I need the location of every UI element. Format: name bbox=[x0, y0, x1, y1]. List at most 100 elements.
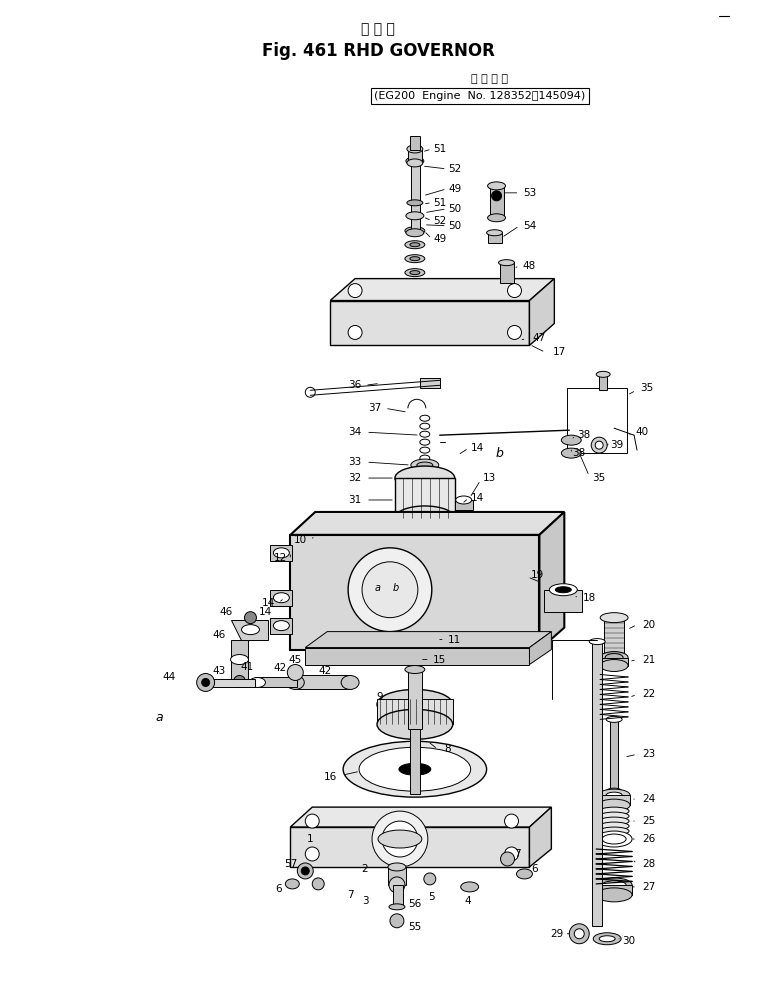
Circle shape bbox=[305, 387, 315, 397]
Ellipse shape bbox=[488, 182, 506, 190]
Bar bbox=[255, 678, 298, 688]
Text: 14: 14 bbox=[262, 598, 275, 608]
Bar bbox=[270, 544, 292, 561]
Ellipse shape bbox=[593, 933, 621, 945]
Ellipse shape bbox=[487, 230, 503, 236]
Text: 43: 43 bbox=[212, 667, 226, 677]
Text: a: a bbox=[375, 583, 381, 593]
Bar bbox=[544, 590, 582, 612]
Ellipse shape bbox=[606, 716, 622, 722]
Text: 34: 34 bbox=[348, 427, 362, 437]
Text: 37: 37 bbox=[369, 403, 382, 413]
Text: 35: 35 bbox=[593, 473, 606, 483]
Text: 9: 9 bbox=[377, 693, 383, 702]
Bar bbox=[455, 500, 472, 510]
Ellipse shape bbox=[550, 584, 578, 596]
Circle shape bbox=[197, 674, 214, 692]
Ellipse shape bbox=[377, 690, 453, 719]
Bar bbox=[270, 618, 292, 633]
Bar bbox=[490, 186, 503, 217]
Ellipse shape bbox=[600, 812, 629, 820]
Text: 42: 42 bbox=[319, 667, 332, 677]
Bar bbox=[610, 719, 618, 791]
Ellipse shape bbox=[405, 241, 425, 249]
Ellipse shape bbox=[488, 213, 506, 221]
Text: 53: 53 bbox=[523, 188, 536, 198]
Text: 18: 18 bbox=[583, 593, 596, 603]
Text: (EG200  Engine  No. 128352～145094): (EG200 Engine No. 128352～145094) bbox=[374, 91, 585, 101]
Ellipse shape bbox=[598, 789, 630, 801]
Text: 3: 3 bbox=[362, 896, 369, 906]
Bar bbox=[500, 263, 513, 283]
Circle shape bbox=[305, 814, 319, 828]
Ellipse shape bbox=[600, 936, 615, 942]
Polygon shape bbox=[540, 512, 564, 649]
Bar bbox=[592, 641, 602, 926]
Text: 52: 52 bbox=[448, 164, 461, 174]
Ellipse shape bbox=[395, 466, 455, 490]
Circle shape bbox=[595, 442, 603, 450]
Text: 13: 13 bbox=[483, 473, 497, 483]
Ellipse shape bbox=[456, 496, 472, 504]
Ellipse shape bbox=[389, 904, 405, 910]
Text: 49: 49 bbox=[448, 184, 461, 194]
Polygon shape bbox=[291, 827, 529, 866]
Circle shape bbox=[382, 821, 418, 857]
Circle shape bbox=[500, 852, 515, 865]
Ellipse shape bbox=[410, 271, 420, 275]
Circle shape bbox=[305, 847, 319, 861]
Ellipse shape bbox=[378, 830, 422, 848]
Ellipse shape bbox=[420, 431, 430, 437]
Text: 7: 7 bbox=[514, 849, 521, 859]
Circle shape bbox=[348, 325, 362, 340]
Text: 10: 10 bbox=[294, 535, 307, 544]
Polygon shape bbox=[231, 619, 269, 639]
Ellipse shape bbox=[597, 878, 632, 892]
Ellipse shape bbox=[410, 257, 420, 261]
Circle shape bbox=[390, 914, 404, 928]
Text: 6: 6 bbox=[275, 884, 282, 894]
Ellipse shape bbox=[395, 506, 455, 530]
Circle shape bbox=[491, 191, 502, 201]
Ellipse shape bbox=[605, 653, 623, 662]
Ellipse shape bbox=[562, 449, 581, 458]
Polygon shape bbox=[330, 300, 529, 346]
Bar bbox=[600, 374, 607, 390]
Ellipse shape bbox=[597, 888, 632, 902]
Text: 1: 1 bbox=[307, 834, 313, 844]
Polygon shape bbox=[529, 807, 551, 866]
Ellipse shape bbox=[556, 587, 572, 593]
Ellipse shape bbox=[405, 666, 425, 674]
Bar bbox=[408, 670, 422, 729]
Text: 22: 22 bbox=[643, 690, 656, 700]
Circle shape bbox=[298, 863, 313, 879]
Ellipse shape bbox=[405, 255, 425, 263]
Ellipse shape bbox=[600, 807, 629, 815]
Bar bbox=[410, 136, 420, 150]
Text: 47: 47 bbox=[533, 333, 546, 344]
Circle shape bbox=[348, 284, 362, 297]
Ellipse shape bbox=[377, 709, 453, 739]
Text: 56: 56 bbox=[408, 899, 422, 909]
Circle shape bbox=[504, 847, 519, 861]
Ellipse shape bbox=[600, 651, 628, 664]
Text: 31: 31 bbox=[348, 495, 362, 505]
Circle shape bbox=[201, 679, 210, 687]
Text: 44: 44 bbox=[162, 673, 176, 683]
Ellipse shape bbox=[516, 868, 532, 879]
Text: 14: 14 bbox=[471, 444, 484, 453]
Text: 11: 11 bbox=[448, 634, 461, 644]
Text: 32: 32 bbox=[348, 473, 362, 483]
Circle shape bbox=[389, 877, 405, 893]
Text: 48: 48 bbox=[523, 261, 536, 271]
Circle shape bbox=[591, 437, 607, 453]
Circle shape bbox=[392, 831, 408, 847]
Text: 38: 38 bbox=[572, 449, 586, 458]
Circle shape bbox=[312, 878, 324, 890]
Text: 19: 19 bbox=[531, 570, 544, 580]
Bar bbox=[408, 149, 422, 163]
Bar bbox=[393, 885, 403, 905]
Ellipse shape bbox=[410, 243, 420, 247]
Text: 21: 21 bbox=[643, 654, 656, 665]
Ellipse shape bbox=[420, 423, 430, 429]
